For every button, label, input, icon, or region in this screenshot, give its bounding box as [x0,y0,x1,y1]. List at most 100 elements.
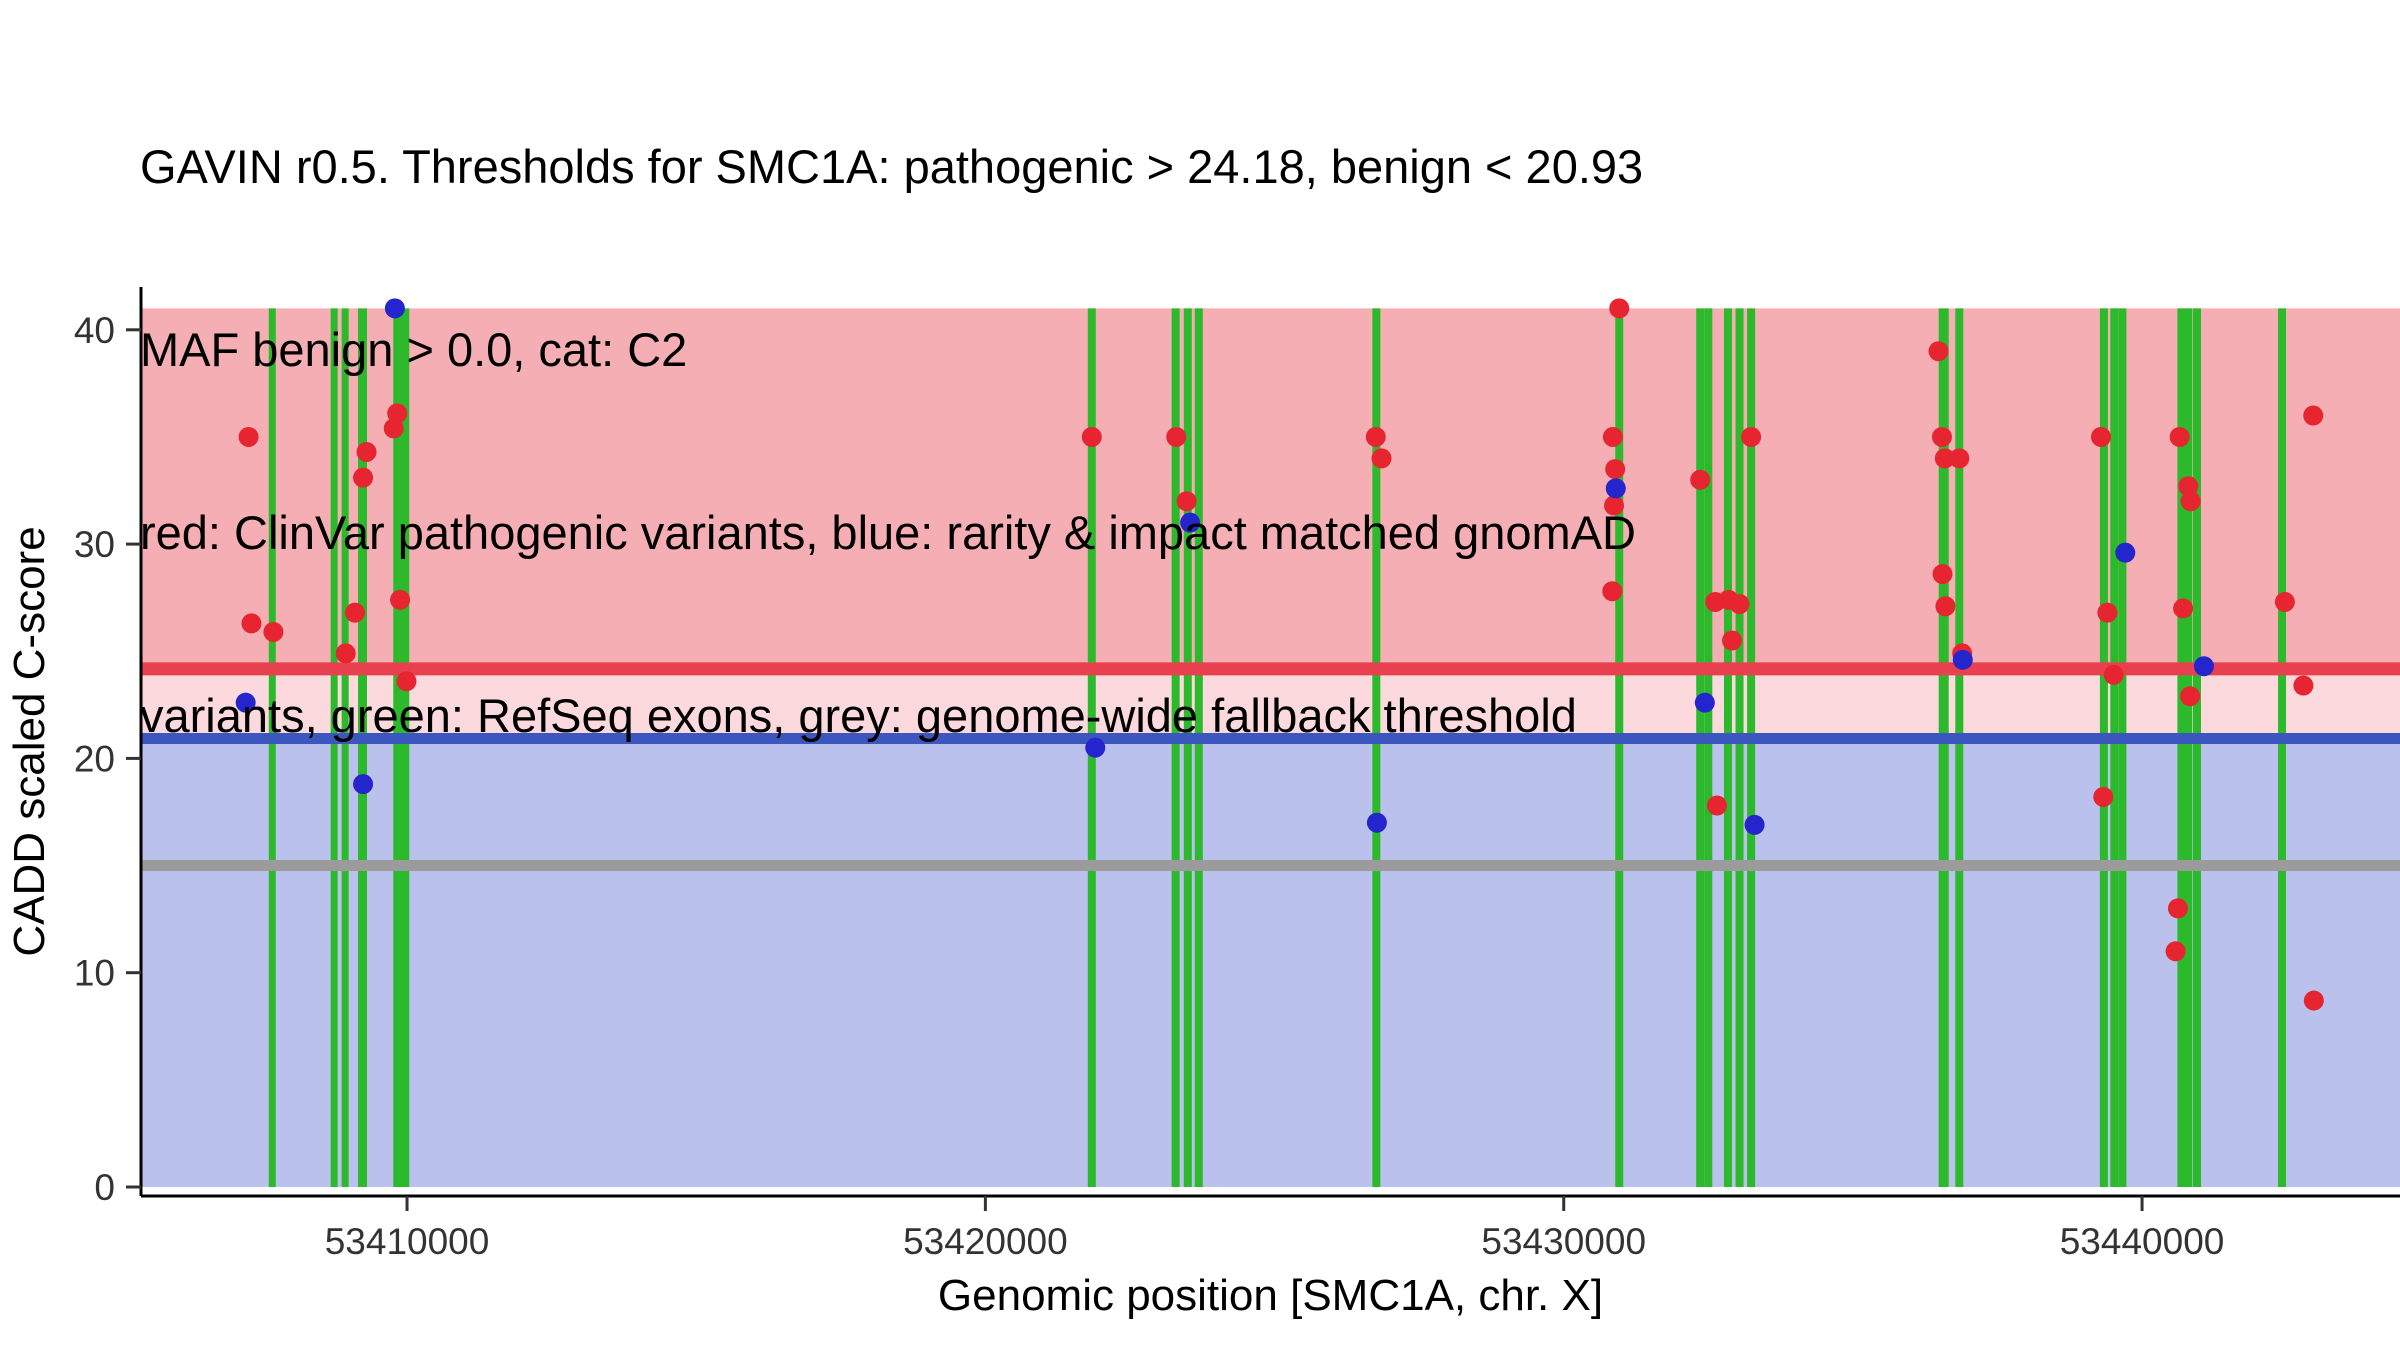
chart-title: GAVIN r0.5. Thresholds for SMC1A: pathog… [140,14,1643,868]
clinvar-variant-point [2303,405,2324,426]
y-tick-label: 40 [74,310,115,351]
y-tick-label: 0 [94,1167,115,1208]
intermediate-zone-region [141,668,2400,739]
gnomad-variant-point [2193,656,2214,677]
refseq-exon-bar [1615,308,1624,1187]
clinvar-variant-point [1729,594,1750,615]
clinvar-variant-point [1365,426,1386,447]
refseq-exon-bar [268,308,276,1187]
refseq-exon-bar [1704,308,1713,1187]
gnomad-variant-point [1694,692,1715,713]
refseq-exon-bar [2278,308,2287,1187]
clinvar-variant-point [1706,795,1727,816]
clinvar-variant-point [1741,426,1762,447]
clinvar-variant-point [1371,448,1392,469]
x-tick-label: 53420000 [903,1221,1068,1262]
gnomad-variant-point [2115,542,2136,563]
clinvar-variant-point [1081,426,1102,447]
refseq-exon-bar [1194,308,1203,1187]
clinvar-variant-point [387,403,408,424]
gnomad-variant-point [1180,512,1201,533]
chart-title-line-3: red: ClinVar pathogenic variants, blue: … [140,506,1636,559]
clinvar-variant-point [2173,598,2194,619]
clinvar-variant-point [2303,990,2324,1011]
refseq-exon-bar [1938,308,1949,1187]
clinvar-variant-point [1604,495,1625,516]
gnomad-variant-point [384,298,405,319]
gnomad-variant-point [1605,478,1626,499]
refseq-exon-bar [1183,308,1192,1187]
clinvar-variant-point [2180,491,2201,512]
clinvar-variant-point [2274,591,2295,612]
refseq-exon-bar [2110,308,2119,1187]
gnomad-variant-point [235,692,256,713]
clinvar-variant-point [1166,426,1187,447]
refseq-exon-bar [341,308,349,1187]
clinvar-variant-point [1176,491,1197,512]
clinvar-variant-point [2180,686,2201,707]
y-tick-label: 10 [74,953,115,994]
clinvar-variant-point [1609,298,1630,319]
clinvar-variant-point [1949,448,1970,469]
clinvar-variant-point [1722,630,1743,651]
clinvar-variant-point [1932,564,1953,585]
clinvar-variant-point [1934,448,1955,469]
refseq-exon-bar [1747,308,1756,1187]
y-tick-label: 20 [74,738,115,779]
clinvar-variant-point [2090,426,2111,447]
clinvar-variant-point [2103,664,2124,685]
y-tick-label: 30 [74,524,115,565]
gnomad-variant-point [1366,812,1387,833]
clinvar-variant-point [335,643,356,664]
chart-title-line-4: variants, green: RefSeq exons, grey: gen… [140,689,1577,742]
refseq-exon-bar [1696,308,1705,1187]
refseq-exon-bar [2099,308,2108,1187]
refseq-exon-bar [2118,308,2127,1187]
refseq-exon-bar [393,308,410,1187]
chart-title-line-1: GAVIN r0.5. Thresholds for SMC1A: pathog… [140,140,1644,193]
refseq-exon-bar [1372,308,1381,1187]
refseq-exon-bar [1723,308,1732,1187]
clinvar-variant-point [2093,786,2114,807]
clinvar-variant-point [383,418,404,439]
benign-zone-region [141,738,2400,1187]
gnomad-variant-point [1085,737,1106,758]
clinvar-variant-point [2165,941,2186,962]
clinvar-variant-point [241,613,262,634]
gnomad-variant-point [353,774,374,795]
refseq-exon-bar [1955,308,1964,1187]
refseq-exon-bar [2193,308,2202,1187]
clinvar-variant-point [1931,426,1952,447]
x-axis-title: Genomic position [SMC1A, chr. X] [938,1271,1603,1320]
refseq-exon-bar [358,308,368,1187]
clinvar-variant-point [2169,426,2190,447]
x-tick-label: 53440000 [2060,1221,2225,1262]
clinvar-variant-point [263,621,284,642]
clinvar-variant-point [1605,459,1626,480]
x-tick-label: 53430000 [1481,1221,1646,1262]
refseq-exon-bar [330,308,338,1187]
clinvar-variant-point [238,426,259,447]
clinvar-variant-point [2178,476,2199,497]
gnomad-variant-point [1952,649,1973,670]
clinvar-variant-point [1935,596,1956,617]
clinvar-variant-point [1928,341,1949,362]
clinvar-variant-point [344,602,365,623]
y-axis-title: CADD scaled C-score [5,526,54,956]
clinvar-variant-point [1602,426,1623,447]
clinvar-variant-point [1602,581,1623,602]
refseq-exon-bar [1735,308,1744,1187]
clinvar-variant-point [2167,898,2188,919]
refseq-exon-bar [1171,308,1180,1187]
chart-title-line-2: MAF benign > 0.0, cat: C2 [140,323,688,376]
clinvar-variant-point [356,441,377,462]
clinvar-variant-point [390,589,411,610]
refseq-exon-bar [2184,308,2193,1187]
pathogenic-zone-region [141,308,2400,669]
clinvar-variant-point [396,671,417,692]
refseq-exon-bar [2177,308,2186,1187]
clinvar-variant-point [2097,602,2118,623]
gnomad-variant-point [1744,814,1765,835]
